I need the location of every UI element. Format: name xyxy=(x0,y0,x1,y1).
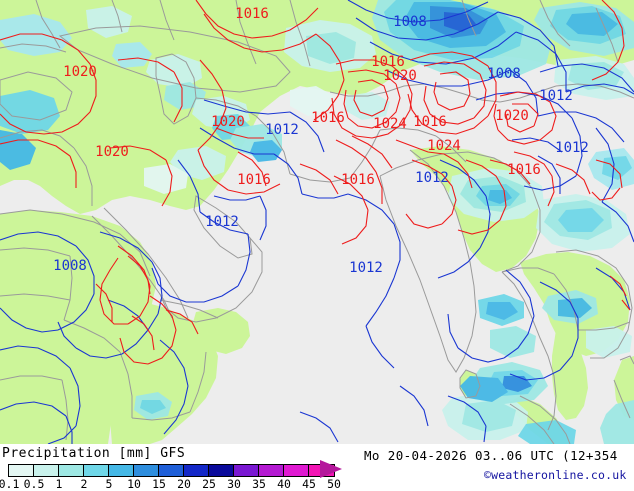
isobar-label-1020-5: 1020 xyxy=(211,114,245,130)
isobar-label-1012-20: 1012 xyxy=(205,214,239,230)
isobar-label-1024-10: 1024 xyxy=(373,116,407,132)
color-scale-tick-40: 40 xyxy=(277,477,291,491)
legend-title: Precipitation [mm] GFS xyxy=(2,446,186,461)
copyright-notice: ©weatheronline.co.uk xyxy=(484,468,627,482)
isobar-label-1016-18: 1016 xyxy=(341,172,375,188)
color-scale-tick-30: 30 xyxy=(227,477,241,491)
color-swatch-0 xyxy=(9,465,34,476)
isobar-label-1016-12: 1016 xyxy=(413,114,447,130)
isobar-label-1020-0: 1020 xyxy=(63,64,97,80)
isobar-low-layer xyxy=(0,0,634,444)
color-swatch-8 xyxy=(209,465,234,476)
color-scale-tick-1: 1 xyxy=(55,477,63,491)
color-scale-tick-10: 10 xyxy=(127,477,141,491)
isobar-label-1016-9: 1016 xyxy=(371,54,405,70)
color-scale-ticks: 0.1 0.5 1 2 5 10 15 20 25 30 35 40 45 50 xyxy=(0,477,360,491)
color-scale-tick-45: 45 xyxy=(302,477,316,491)
isobar-label-1008-22: 1008 xyxy=(53,258,87,274)
isobar-label-1008-7: 1008 xyxy=(393,14,427,30)
isobar-label-1012-21: 1012 xyxy=(349,260,383,276)
isobar-label-1016-2: 1016 xyxy=(235,6,269,22)
precipitation-color-scale[interactable] xyxy=(8,464,335,477)
isobar-high-layer xyxy=(0,0,631,365)
isobar-label-1016-16: 1016 xyxy=(507,162,541,178)
map-canvas[interactable]: 1020102010161016101610201020100810081016… xyxy=(0,0,634,444)
color-swatch-10 xyxy=(259,465,284,476)
color-scale-tick-5: 5 xyxy=(105,477,113,491)
precipitation-map[interactable]: 1020 1020 1016 1016 1016 1020 1020 1008 1008 1016… xyxy=(0,0,634,444)
isobar-label-layer: 1020102010161016101610201020100810081016… xyxy=(53,6,589,276)
isobar-label-1016-3: 1016 xyxy=(311,110,345,126)
color-scale-tick-2: 2 xyxy=(80,477,88,491)
color-scale-tick-0.5: 0.5 xyxy=(23,477,45,491)
color-swatch-9 xyxy=(234,465,259,476)
color-swatch-6 xyxy=(159,465,184,476)
color-swatch-3 xyxy=(84,465,109,476)
color-scale-overflow-arrow xyxy=(320,460,342,478)
color-swatch-2 xyxy=(59,465,84,476)
isobar-label-1012-15: 1012 xyxy=(555,140,589,156)
color-scale-tick-35: 35 xyxy=(252,477,266,491)
isobar-label-1024-11: 1024 xyxy=(427,138,461,154)
color-scale-tick-50: 50 xyxy=(327,477,341,491)
color-scale-tick-15: 15 xyxy=(152,477,166,491)
color-scale-tick-25: 25 xyxy=(202,477,216,491)
isobar-label-1020-6: 1020 xyxy=(383,68,417,84)
isobar-label-1012-17: 1012 xyxy=(415,170,449,186)
color-swatch-7 xyxy=(184,465,209,476)
isobar-label-1016-4: 1016 xyxy=(237,172,271,188)
color-swatch-11 xyxy=(284,465,309,476)
isobar-label-1012-14: 1012 xyxy=(539,88,573,104)
coastline-border-layer xyxy=(0,0,634,444)
isobar-label-1020-1: 1020 xyxy=(95,144,129,160)
map-footer: Precipitation [mm] GFS Mo 20-04-2026 03.… xyxy=(0,444,634,491)
isobar-label-1008-8: 1008 xyxy=(487,66,521,82)
color-scale-tick-0.1: 0.1 xyxy=(0,477,20,491)
isobar-label-1020-13: 1020 xyxy=(495,108,529,124)
precipitation-layer xyxy=(0,0,634,444)
color-swatch-1 xyxy=(34,465,59,476)
color-scale-tick-20: 20 xyxy=(177,477,191,491)
color-swatch-4 xyxy=(109,465,134,476)
forecast-datetime: Mo 20-04-2026 03..06 UTC (12+354 xyxy=(364,448,618,463)
isobar-label-1012-19: 1012 xyxy=(265,122,299,138)
color-swatch-5 xyxy=(134,465,159,476)
